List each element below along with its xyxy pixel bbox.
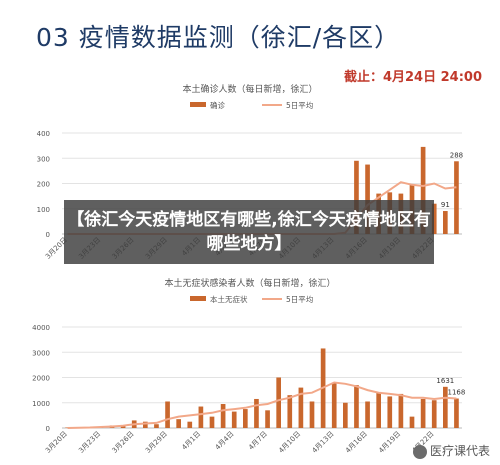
bar [376,392,381,428]
chart-asymptomatic: 本土无症状感染者人数（每日新增，徐汇） 本土无症状 5日平均 0 1000 2000 300… [32,277,466,455]
x-tick-label: 3月20日 [44,430,69,455]
y-tick-label: 400 [37,130,50,138]
bar [443,211,448,234]
y-tick-label: 100 [37,206,50,214]
bar [276,377,281,428]
bar [454,398,459,428]
y-tick-label: 4000 [32,324,50,332]
legend-label-line: 5日平均 [286,100,313,110]
y-tick-label: 300 [37,155,50,163]
bar [154,424,159,428]
data-label: 1168 [448,389,466,397]
legend-swatch-bar [190,296,206,301]
bar [176,419,181,428]
bar [198,406,204,428]
watermark-logo-icon [412,444,427,459]
x-tick-label: 4月7日 [247,430,269,452]
page-title: 03 疫情数据监测（徐汇/各区） [36,23,401,52]
overlay-banner: 【徐汇今天疫情地区有哪些,徐汇今天疫情地区有哪些地方】 [64,200,434,264]
x-tick-label: 4月10日 [277,430,302,455]
watermark: 医疗课代表 [412,442,490,459]
x-tick-label: 4月19日 [377,430,402,455]
bar [331,382,337,428]
legend-swatch-bar [190,102,206,107]
bar [265,410,270,428]
avg-line [67,381,457,429]
bar [443,386,448,428]
header: 03 疫情数据监测（徐汇/各区） [0,0,500,62]
y-tick-label: 2000 [32,375,50,383]
bar [287,395,293,428]
bar [220,404,226,428]
bar [354,385,359,428]
bar [354,160,359,234]
y-tick-label: 0 [46,231,50,239]
data-label: 91 [441,201,450,209]
legend-label-bar: 确诊 [210,100,225,110]
bar [243,409,248,428]
x-tick-label: 4月16日 [344,430,369,455]
bar [209,416,215,428]
bar [387,396,393,428]
bar [187,421,193,428]
bar [409,416,415,428]
bar [420,398,426,428]
bar [454,161,459,234]
x-tick-label: 4月1日 [180,430,202,452]
x-tick-label: 4月4日 [214,430,236,452]
legend-label-bar: 本土无症状 [210,294,248,304]
x-tick-label: 4月13日 [311,430,336,455]
chart-title: 本土确诊人数（每日新增，徐汇） [182,83,317,95]
bar [431,203,437,234]
watermark-text: 医疗课代表 [429,444,490,458]
x-tick-label: 3月23日 [77,430,102,455]
bar [365,401,370,428]
bar [254,398,259,428]
deadline-label: 截止：4月24日 24:00 [343,70,482,85]
bar [298,387,304,428]
bar [343,402,348,428]
bar [165,401,170,428]
bar [365,164,370,234]
data-label: 1631 [436,377,454,385]
bar [231,411,237,428]
bar [398,393,404,428]
x-tick-label: 3月29日 [144,430,169,455]
y-tick-label: 1000 [32,400,50,408]
chart-title: 本土无症状感染者人数（每日新增，徐汇） [164,277,335,289]
bar [143,421,148,428]
y-tick-label: 3000 [32,349,50,357]
bar [431,400,437,428]
bar [420,146,426,234]
legend-label-line: 5日平均 [286,294,313,304]
data-label: 288 [450,151,463,159]
x-tick-label: 3月26日 [111,430,136,455]
y-tick-label: 0 [46,425,50,433]
y-tick-label: 200 [37,181,50,189]
bar [309,401,315,428]
bar [65,427,70,428]
